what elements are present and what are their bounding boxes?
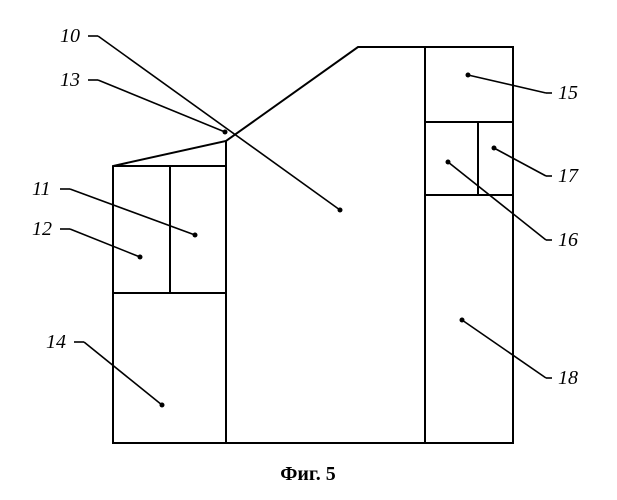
callout-label: 16: [558, 229, 578, 251]
callout-marker: [160, 403, 165, 408]
diagram-background: [0, 0, 617, 500]
callout-marker: [492, 146, 497, 151]
callout-label: 13: [60, 69, 80, 91]
callout-label: 15: [558, 82, 578, 104]
callout-marker: [446, 160, 451, 165]
callout-marker: [460, 318, 465, 323]
callout-label: 17: [558, 165, 579, 187]
callout-label: 12: [32, 218, 52, 240]
callout-marker: [338, 208, 343, 213]
callout-label: 10: [60, 25, 80, 47]
callout-label: 18: [558, 367, 578, 389]
callout-marker: [223, 130, 228, 135]
callout-marker: [138, 255, 143, 260]
callout-marker: [193, 233, 198, 238]
callout-label: 14: [46, 331, 66, 353]
callout-marker: [466, 73, 471, 78]
callout-label: 11: [32, 178, 51, 200]
figure-caption: Фиг. 5: [280, 463, 336, 485]
